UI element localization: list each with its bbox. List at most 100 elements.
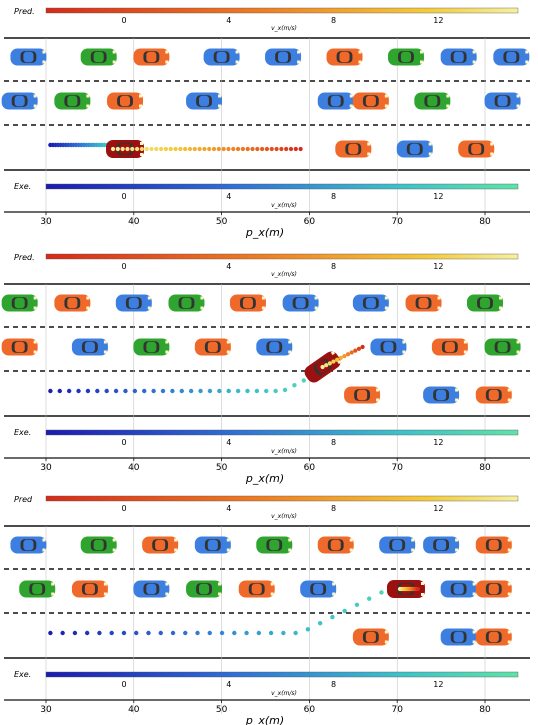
x-tick-label: 70	[391, 705, 403, 715]
pred-vx-tick: 12	[433, 262, 443, 271]
exe-vx-tick: 12	[433, 680, 443, 689]
x-tick-label: 60	[304, 463, 316, 473]
pred-label: Pred.	[14, 253, 35, 262]
exe-point	[244, 630, 249, 636]
pred-point	[183, 146, 188, 152]
car-icon	[423, 536, 460, 554]
pred-point	[320, 364, 325, 370]
exe-colorbar	[45, 671, 519, 678]
exe-point	[170, 388, 175, 394]
pred-point	[207, 146, 212, 152]
exe-point	[151, 388, 156, 394]
exe-point	[121, 630, 127, 636]
car-icon	[493, 48, 530, 66]
pred-point	[356, 346, 362, 351]
exe-label: Exe.	[14, 182, 31, 191]
exe-point	[95, 388, 100, 394]
car-icon	[484, 92, 521, 110]
car-icon	[475, 536, 512, 554]
car-icon	[458, 140, 495, 158]
exe-point	[293, 630, 298, 636]
pred-point	[415, 586, 421, 592]
x-tick-label: 50	[216, 463, 228, 473]
exe-colorbar	[45, 429, 519, 436]
pred-point	[134, 146, 140, 152]
car-icon	[475, 386, 512, 404]
predicted-trajectory	[110, 146, 303, 152]
pred-point	[284, 146, 289, 152]
pred-vx-tick: 8	[331, 262, 336, 271]
car-icon	[229, 294, 266, 312]
exe-point	[160, 388, 166, 394]
executed-trajectory	[48, 368, 325, 394]
exe-point	[158, 630, 163, 636]
car-icon	[396, 140, 433, 158]
pred-point	[264, 146, 270, 152]
car-icon	[352, 92, 389, 110]
scenario-panel-1: Pred. 0 4 8 12 v_x(m/s) Exe. 0 4 8 12 v_x(m/s) 30 40 5…	[1, 7, 530, 239]
car-icon	[344, 386, 381, 404]
exe-point	[268, 630, 274, 636]
exe-point	[292, 383, 297, 388]
x-tick-label: 30	[40, 217, 52, 227]
car-icon	[80, 536, 117, 554]
pred-point	[226, 146, 231, 152]
x-tick-label: 30	[40, 463, 52, 473]
pred-point	[342, 353, 347, 359]
car-icon	[133, 48, 170, 66]
exe-point	[254, 388, 260, 394]
predicted-trajectory	[320, 344, 365, 370]
car-icon	[379, 536, 416, 554]
pred-point	[168, 146, 173, 152]
car-icon	[168, 294, 205, 312]
pred-label: Pred.	[14, 7, 35, 16]
car-icon	[423, 386, 460, 404]
exe-point	[281, 630, 286, 636]
pred-point	[338, 355, 343, 361]
pred-vx-label: v_x(m/s)	[271, 271, 297, 278]
exe-point	[366, 596, 372, 601]
pred-point	[120, 146, 125, 152]
exe-vx-label: v_x(m/s)	[271, 448, 297, 455]
car-icon	[335, 140, 372, 158]
executed-trajectory	[48, 586, 409, 636]
pred-point	[331, 359, 336, 364]
car-icon	[387, 48, 424, 66]
pred-point	[240, 146, 245, 152]
exe-point	[342, 608, 347, 614]
pred-vx-tick: 0	[121, 16, 126, 25]
pred-point	[245, 146, 250, 152]
car-icon	[265, 48, 302, 66]
car-icon	[467, 294, 503, 312]
pred-point	[130, 146, 135, 152]
exe-point	[123, 388, 128, 394]
car-icon	[414, 92, 451, 110]
exe-point	[198, 388, 203, 394]
pred-point	[163, 146, 169, 152]
exe-point	[85, 388, 91, 394]
car-icon	[352, 628, 389, 646]
exe-point	[217, 388, 222, 394]
car-icon	[326, 48, 363, 66]
car-icon	[54, 92, 91, 110]
pred-point	[324, 363, 329, 368]
exe-point	[305, 627, 311, 632]
exe-point	[48, 630, 53, 636]
car-icon	[352, 294, 389, 312]
pred-point	[187, 146, 193, 152]
pred-point	[231, 146, 236, 152]
exe-point	[273, 388, 278, 394]
pred-point	[335, 357, 340, 362]
pred-point	[298, 146, 303, 152]
car-icon	[54, 294, 91, 312]
exe-vx-tick: 12	[433, 192, 443, 201]
exe-point	[256, 630, 262, 636]
car-icon	[484, 338, 521, 356]
exe-point	[179, 388, 184, 394]
scenario-panel-3: Pred 0 4 8 12 v_x(m/s) Exe. 0 4 8 12 v_x(m/s) 30 40 50…	[4, 495, 530, 725]
exe-point	[354, 602, 360, 607]
exe-point	[142, 388, 147, 394]
x-axis-label: p_x(m)	[245, 472, 284, 485]
x-tick-label: 70	[391, 217, 403, 227]
